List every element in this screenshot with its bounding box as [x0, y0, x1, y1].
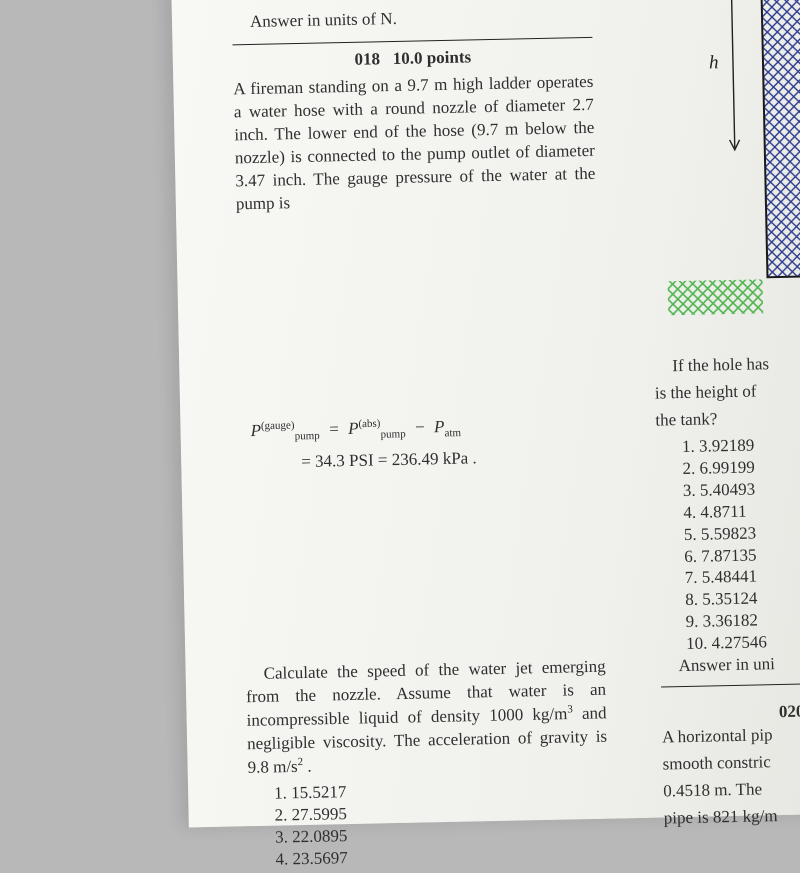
- equation: P(gauge)pump = P(abs)pump − Patm = 34.3 …: [250, 408, 601, 478]
- answer-units: Answer in uni: [660, 650, 800, 678]
- choice: 6. 7.87135: [684, 541, 800, 569]
- choice: 1. 3.92189: [682, 431, 800, 459]
- next-problem-header: 020: [661, 698, 800, 726]
- pipe-text: pipe is 821 kg/m: [664, 802, 800, 830]
- choice: 4. 4.8711: [683, 497, 800, 525]
- choice: 10. 4.27546: [686, 628, 800, 656]
- choice: 9. 3.36182: [685, 606, 800, 634]
- right-column: If the hole has is the height of the tan…: [646, 0, 800, 834]
- choice-list-left: 1. 15.5217 2. 27.5995 3. 22.0895 4. 23.5…: [274, 776, 610, 872]
- left-column: Answer in units of N. 018 10.0 points A …: [232, 4, 610, 871]
- choice: 8. 5.35124: [685, 584, 800, 612]
- choice: 7. 5.48441: [685, 563, 800, 591]
- divider-right: [661, 683, 800, 687]
- pipe-text: smooth constric: [662, 748, 800, 776]
- pipe-text: A horizontal pip: [662, 721, 800, 749]
- problem-header: 018 10.0 points: [233, 44, 593, 74]
- calc-paragraph: Calculate the speed of the water jet eme…: [245, 656, 609, 872]
- answer-units-prev: Answer in units of N.: [232, 4, 592, 34]
- choice: 2. 6.99199: [682, 453, 800, 481]
- page: h Answer in units of N. 018 10.0 points …: [171, 0, 800, 827]
- choice-list-right: 1. 3.92189 2. 6.99199 3. 5.40493 4. 4.87…: [682, 431, 800, 656]
- choice: 5. 5.59823: [684, 519, 800, 547]
- problem-body: A fireman standing on a 9.7 m high ladde…: [233, 71, 596, 216]
- choice: 3. 5.40493: [683, 475, 800, 503]
- pipe-text: 0.4518 m. The: [663, 775, 800, 803]
